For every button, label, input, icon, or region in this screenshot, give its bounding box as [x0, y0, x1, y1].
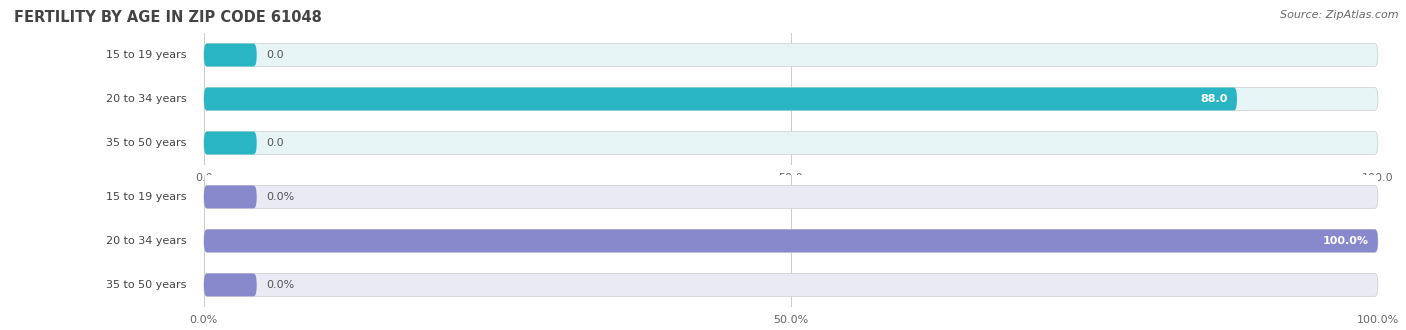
FancyBboxPatch shape [204, 132, 257, 154]
FancyBboxPatch shape [204, 229, 1378, 252]
Text: 35 to 50 years: 35 to 50 years [105, 280, 186, 290]
Text: 35 to 50 years: 35 to 50 years [105, 138, 186, 148]
FancyBboxPatch shape [204, 185, 257, 208]
FancyBboxPatch shape [204, 44, 257, 66]
FancyBboxPatch shape [204, 44, 1378, 66]
FancyBboxPatch shape [204, 87, 1237, 111]
Text: 0.0: 0.0 [266, 50, 284, 60]
Text: 20 to 34 years: 20 to 34 years [105, 94, 186, 104]
Text: 0.0: 0.0 [266, 138, 284, 148]
FancyBboxPatch shape [204, 229, 1378, 252]
Text: FERTILITY BY AGE IN ZIP CODE 61048: FERTILITY BY AGE IN ZIP CODE 61048 [14, 10, 322, 25]
Text: 0.0%: 0.0% [266, 192, 294, 202]
FancyBboxPatch shape [204, 87, 1378, 111]
FancyBboxPatch shape [204, 132, 1378, 154]
Text: Source: ZipAtlas.com: Source: ZipAtlas.com [1281, 10, 1399, 20]
FancyBboxPatch shape [204, 274, 1378, 296]
FancyBboxPatch shape [204, 185, 1378, 208]
Text: 15 to 19 years: 15 to 19 years [105, 50, 186, 60]
Text: 20 to 34 years: 20 to 34 years [105, 236, 186, 246]
Text: 15 to 19 years: 15 to 19 years [105, 192, 186, 202]
FancyBboxPatch shape [204, 274, 257, 296]
Text: 88.0: 88.0 [1201, 94, 1227, 104]
Text: 0.0%: 0.0% [266, 280, 294, 290]
Text: 100.0%: 100.0% [1323, 236, 1368, 246]
